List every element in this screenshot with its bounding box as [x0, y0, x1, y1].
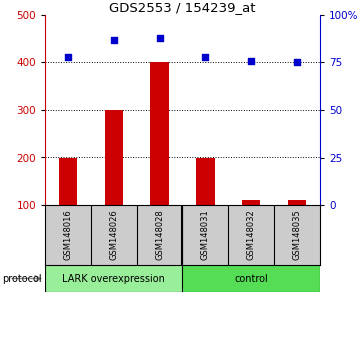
Text: GSM148031: GSM148031 [201, 210, 210, 261]
Text: GSM148026: GSM148026 [109, 210, 118, 261]
Title: GDS2553 / 154239_at: GDS2553 / 154239_at [109, 1, 256, 14]
Point [65, 54, 71, 59]
Bar [183, 265, 320, 292]
Point [157, 35, 162, 41]
Bar [242, 200, 260, 205]
Point [294, 60, 300, 65]
Text: GSM148028: GSM148028 [155, 210, 164, 261]
Text: LARK overexpression: LARK overexpression [62, 274, 165, 284]
Text: GSM148016: GSM148016 [64, 210, 73, 261]
Point [248, 58, 254, 63]
Bar [288, 200, 306, 205]
Bar [59, 158, 77, 205]
Bar [151, 63, 169, 205]
Text: protocol: protocol [2, 274, 42, 284]
Point [111, 37, 117, 42]
Text: GSM148032: GSM148032 [247, 210, 256, 261]
Bar [196, 158, 214, 205]
Bar [105, 110, 123, 205]
Bar [45, 265, 183, 292]
Text: GSM148035: GSM148035 [292, 210, 301, 261]
Point [203, 54, 208, 59]
Text: control: control [234, 274, 268, 284]
